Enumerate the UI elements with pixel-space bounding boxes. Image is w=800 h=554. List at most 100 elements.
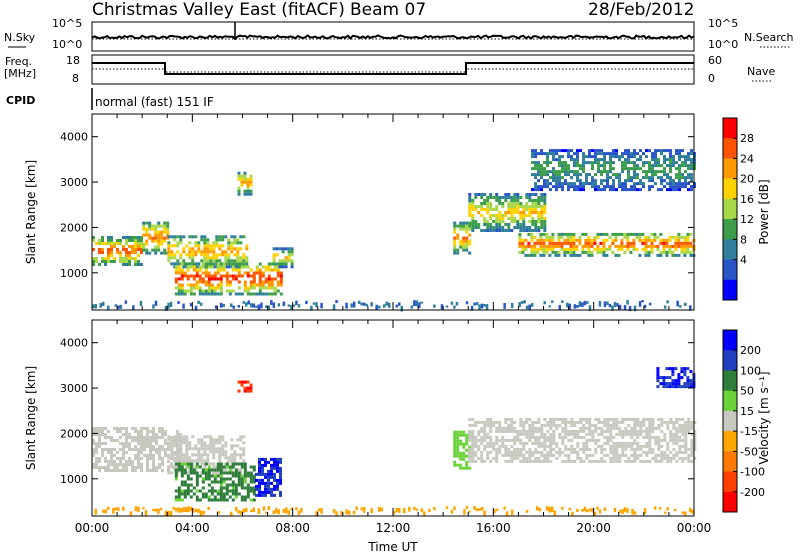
colorbar-swatch — [723, 370, 737, 392]
heatmap-cell — [615, 456, 619, 460]
heatmap-cell — [651, 456, 655, 460]
heatmap-cell — [537, 450, 541, 454]
heatmap-cell — [94, 508, 97, 515]
heatmap-cell — [145, 239, 149, 243]
heatmap-cell — [689, 244, 693, 248]
heatmap-cell — [468, 456, 472, 460]
heatmap-cell — [450, 301, 454, 305]
heatmap-cell — [648, 149, 651, 153]
heatmap-cell — [149, 457, 152, 460]
heatmap-cell — [243, 380, 247, 384]
heatmap-cell — [553, 510, 556, 516]
heatmap-cell — [507, 459, 511, 463]
heatmap-cell — [170, 471, 174, 475]
heatmap-cell — [201, 471, 205, 475]
heatmap-cell — [521, 238, 525, 242]
heatmap-cell — [284, 247, 288, 251]
heatmap-cell — [131, 427, 134, 430]
heatmap-cell — [188, 256, 192, 260]
heatmap-cell — [546, 182, 549, 186]
heatmap-cell — [224, 235, 228, 239]
heatmap-cell — [545, 232, 549, 236]
heatmap-cell — [239, 468, 243, 472]
heatmap-cell — [558, 435, 562, 439]
heatmap-cell — [504, 229, 508, 232]
heatmap-cell — [237, 380, 241, 384]
heatmap-cell — [585, 438, 589, 442]
heatmap-cell — [537, 199, 541, 202]
heatmap-cell — [672, 435, 676, 439]
heatmap-cell — [140, 242, 143, 245]
heatmap-cell — [152, 436, 155, 439]
heatmap-cell — [495, 441, 499, 445]
heatmap-cell — [531, 173, 534, 177]
heatmap-cell — [230, 259, 234, 263]
heatmap-cell — [197, 262, 201, 266]
heatmap-cell — [273, 286, 277, 290]
echo-band-0 — [92, 236, 143, 266]
heatmap-cell — [164, 439, 167, 442]
heatmap-cell — [590, 244, 594, 248]
heatmap-cell — [249, 489, 253, 493]
heatmap-cell — [113, 466, 116, 469]
heatmap-cell — [276, 481, 279, 485]
heatmap-cell — [177, 289, 181, 293]
heatmap-cell — [110, 436, 113, 439]
heatmap-cell — [621, 152, 624, 156]
heatmap-cell — [687, 155, 690, 159]
heatmap-cell — [674, 244, 678, 248]
heatmap-cell — [513, 447, 517, 451]
heatmap-cell — [486, 211, 490, 214]
heatmap-cell — [101, 430, 104, 433]
heatmap-cell — [674, 238, 678, 242]
heatmap-cell — [95, 442, 98, 445]
heatmap-cell — [630, 155, 633, 159]
heatmap-cell — [180, 480, 184, 484]
heatmap-cell — [92, 451, 95, 454]
heatmap-cell — [154, 300, 158, 306]
heatmap-cell — [195, 477, 199, 481]
heatmap-cell — [666, 176, 669, 180]
heatmap-cell — [600, 173, 603, 177]
heatmap-cell — [149, 439, 152, 442]
heatmap-cell — [635, 232, 639, 236]
heatmap-cell — [576, 155, 579, 159]
heatmap-cell — [258, 481, 261, 485]
heatmap-cell — [107, 506, 110, 510]
heatmap-cell — [666, 173, 669, 177]
heatmap-cell — [545, 238, 549, 242]
heatmap-cell — [590, 250, 594, 254]
heatmap-cell — [182, 259, 186, 263]
heatmap-cell — [393, 511, 396, 515]
heatmap-cell — [516, 429, 520, 433]
heatmap-cell — [206, 435, 210, 439]
heatmap-cell — [573, 429, 577, 433]
heatmap-cell — [255, 283, 259, 287]
heatmap-cell — [249, 174, 253, 178]
heatmap-cell — [122, 427, 125, 430]
heatmap-cell — [420, 301, 424, 304]
heatmap-cell — [555, 176, 558, 180]
heatmap-cell — [249, 498, 253, 502]
heatmap-cell — [585, 441, 589, 445]
heatmap-cell — [659, 382, 663, 386]
heatmap-cell — [267, 268, 271, 272]
heatmap-cell — [231, 471, 235, 475]
heatmap-cell — [345, 509, 348, 515]
heatmap-cell — [471, 447, 475, 451]
heatmap-cell — [173, 435, 177, 439]
heatmap-cell — [609, 417, 613, 421]
heatmap-cell — [186, 483, 190, 487]
heatmap-cell — [588, 182, 591, 186]
heatmap-cell — [183, 462, 187, 466]
heatmap-cell — [546, 170, 549, 174]
heatmap-cell — [540, 226, 544, 229]
heatmap-cell — [221, 444, 225, 448]
heatmap-cell — [179, 508, 183, 513]
heatmap-cell — [594, 155, 597, 159]
heatmap-cell — [215, 438, 219, 442]
heatmap-cell — [645, 417, 649, 421]
heatmap-cell — [657, 164, 660, 168]
heatmap-cell — [624, 185, 627, 189]
heatmap-cell — [678, 185, 681, 189]
